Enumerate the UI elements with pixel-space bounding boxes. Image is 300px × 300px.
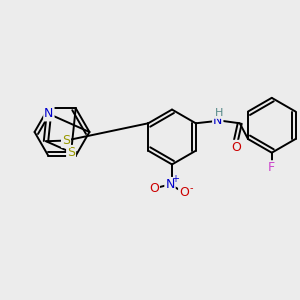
Text: N: N	[165, 178, 175, 191]
Text: -: -	[189, 183, 193, 194]
Text: F: F	[268, 161, 275, 174]
Text: S: S	[67, 146, 75, 159]
Text: N: N	[213, 114, 223, 127]
Text: O: O	[231, 141, 241, 154]
Text: S: S	[62, 134, 70, 147]
Text: +: +	[171, 174, 179, 184]
Text: O: O	[179, 186, 189, 199]
Text: O: O	[149, 182, 159, 195]
Text: N: N	[44, 107, 54, 120]
Text: H: H	[214, 108, 223, 118]
